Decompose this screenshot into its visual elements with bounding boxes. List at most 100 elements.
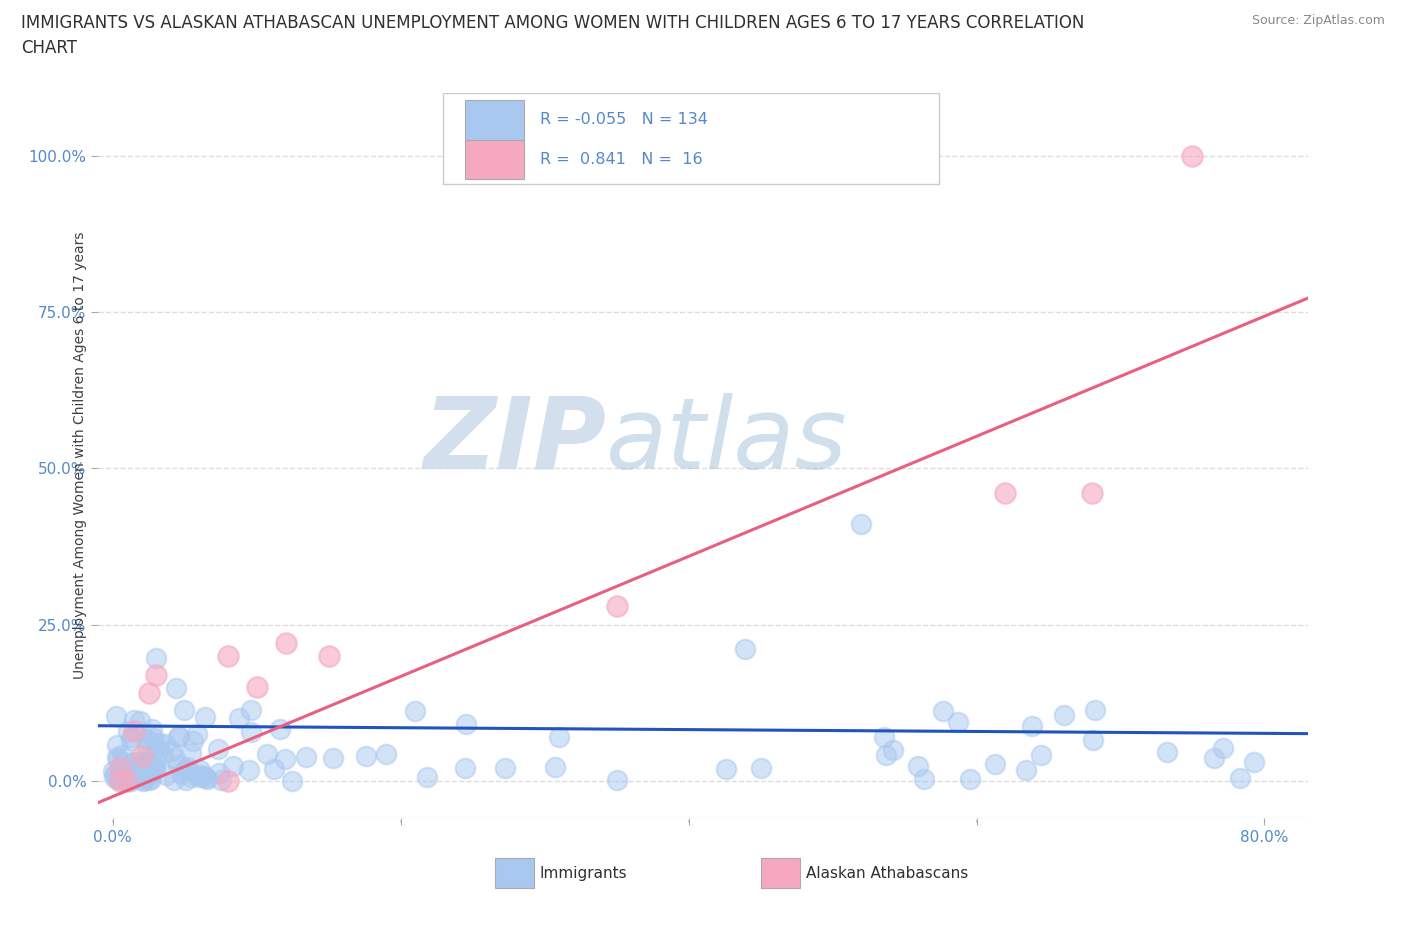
Point: [209, 773, 232, 788]
Point: [141, 721, 163, 736]
Point: [181, 734, 204, 749]
Point: [875, 748, 897, 763]
Point: [217, 648, 239, 663]
Point: [404, 703, 426, 718]
Point: [354, 749, 377, 764]
Point: [606, 598, 628, 613]
Point: [122, 713, 145, 728]
Point: [246, 680, 269, 695]
Point: [111, 747, 134, 762]
Point: [548, 730, 571, 745]
Point: [1081, 732, 1104, 747]
Point: [1204, 751, 1226, 765]
Point: [454, 761, 477, 776]
Point: [274, 752, 297, 767]
Point: [375, 746, 398, 761]
Point: [127, 769, 149, 784]
Point: [281, 773, 304, 788]
FancyBboxPatch shape: [495, 857, 534, 888]
Point: [122, 758, 145, 773]
Point: [714, 762, 737, 777]
Point: [134, 773, 156, 788]
FancyBboxPatch shape: [465, 140, 524, 179]
Point: [217, 774, 239, 789]
Point: [1243, 754, 1265, 769]
Point: [984, 756, 1007, 771]
Point: [994, 485, 1017, 500]
Point: [222, 759, 245, 774]
Point: [120, 732, 142, 747]
Point: [105, 750, 128, 764]
Text: Alaskan Athabascans: Alaskan Athabascans: [806, 866, 967, 881]
Point: [456, 717, 478, 732]
Point: [110, 773, 132, 788]
Point: [110, 763, 132, 777]
Point: [122, 755, 145, 770]
Point: [139, 756, 162, 771]
Point: [1229, 770, 1251, 785]
Text: ZIP: ZIP: [423, 392, 606, 490]
Point: [105, 772, 128, 787]
Point: [907, 759, 929, 774]
Text: Immigrants: Immigrants: [540, 866, 627, 881]
Point: [851, 517, 873, 532]
Point: [142, 760, 165, 775]
Point: [128, 759, 150, 774]
Point: [101, 764, 124, 778]
Point: [195, 772, 218, 787]
Point: [132, 773, 155, 788]
Point: [103, 770, 125, 785]
Text: Source: ZipAtlas.com: Source: ZipAtlas.com: [1251, 14, 1385, 27]
Point: [136, 767, 159, 782]
Point: [138, 762, 160, 777]
Point: [1021, 719, 1043, 734]
Point: [115, 769, 138, 784]
Point: [107, 751, 129, 766]
Point: [294, 750, 316, 764]
Point: [734, 642, 756, 657]
Point: [1181, 148, 1204, 163]
Point: [174, 762, 197, 777]
Point: [124, 768, 146, 783]
Point: [108, 761, 131, 776]
Point: [115, 770, 138, 785]
Point: [138, 765, 160, 780]
Point: [138, 765, 160, 780]
Point: [108, 774, 131, 789]
Point: [104, 708, 127, 723]
Point: [176, 760, 198, 775]
Point: [494, 761, 516, 776]
Point: [882, 742, 904, 757]
Text: atlas: atlas: [606, 392, 848, 490]
Point: [228, 711, 250, 725]
Point: [124, 724, 146, 738]
Point: [606, 772, 628, 787]
Point: [104, 767, 127, 782]
Point: [117, 769, 139, 784]
Point: [112, 754, 135, 769]
Point: [946, 715, 969, 730]
Point: [166, 729, 188, 744]
Text: CHART: CHART: [21, 39, 77, 57]
Point: [167, 729, 190, 744]
Y-axis label: Unemployment Among Women with Children Ages 6 to 17 years: Unemployment Among Women with Children A…: [73, 232, 87, 680]
Point: [129, 754, 152, 769]
Point: [174, 772, 197, 787]
Point: [163, 751, 186, 765]
Point: [128, 765, 150, 780]
Point: [263, 762, 285, 777]
Point: [415, 770, 437, 785]
Point: [163, 773, 186, 788]
Point: [139, 768, 162, 783]
Point: [873, 729, 896, 744]
Point: [105, 737, 128, 752]
Point: [188, 763, 211, 777]
Point: [180, 769, 202, 784]
Point: [120, 773, 142, 788]
Point: [1156, 745, 1178, 760]
Point: [131, 749, 153, 764]
Point: [142, 730, 165, 745]
Point: [132, 764, 155, 778]
Point: [128, 713, 150, 728]
Point: [136, 732, 159, 747]
